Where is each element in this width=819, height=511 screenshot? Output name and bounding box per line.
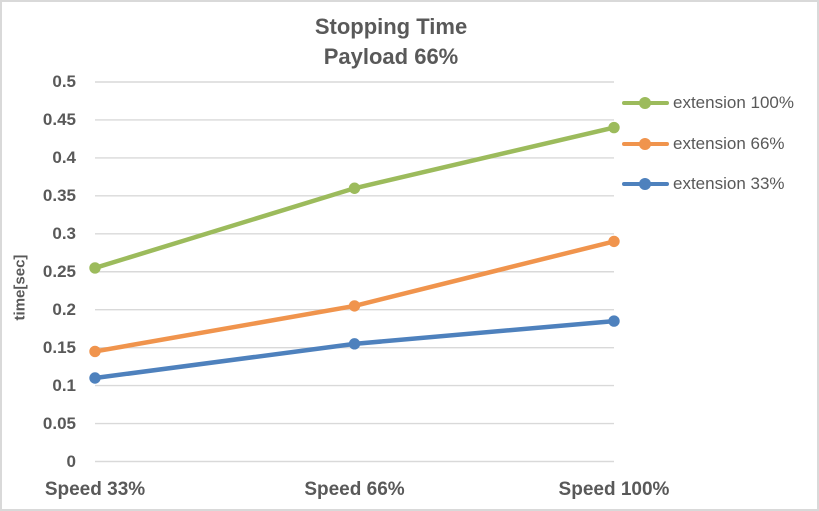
legend-dot-icon: [639, 178, 651, 190]
legend-label: extension 66%: [673, 133, 785, 153]
data-point-marker: [348, 182, 361, 194]
chart-title-line1: Stopping Time: [314, 14, 468, 39]
y-tick-label: 0.45: [42, 109, 76, 129]
y-tick-label: 0.15: [42, 337, 76, 357]
legend-series-marker-icon: [622, 97, 669, 109]
series-line: [92, 125, 617, 271]
data-point-marker: [348, 338, 361, 350]
y-tick-label: 0.4: [52, 147, 76, 167]
data-point-marker: [89, 262, 101, 274]
y-tick-label: 0.2: [52, 299, 76, 319]
y-tick-label: 0.05: [42, 413, 76, 433]
legend-dot-icon: [639, 97, 651, 109]
legend-item: extension 100%: [622, 91, 794, 115]
legend-dot-icon: [639, 137, 651, 150]
chart-title: Stopping Time Payload 66%: [2, 12, 780, 72]
y-tick-label: 0.25: [42, 261, 76, 281]
y-axis-title: time[sec]: [11, 254, 29, 321]
legend-label: extension 33%: [673, 174, 785, 193]
data-point-marker: [608, 121, 620, 134]
legend-label: extension 100%: [673, 93, 794, 112]
series-line: [92, 239, 617, 354]
data-point-marker: [608, 315, 620, 327]
x-category-label: Speed 100%: [558, 479, 670, 500]
legend-item: extension 66%: [622, 132, 785, 156]
y-tick-label: 0.3: [52, 223, 76, 243]
x-category-label: Speed 33%: [44, 479, 146, 500]
data-point-marker: [89, 345, 101, 358]
y-tick-label: 0: [66, 451, 76, 471]
y-tick-label: 0.35: [42, 185, 76, 205]
y-tick-label: 0.1: [52, 375, 76, 395]
data-point-marker: [348, 300, 361, 312]
y-tick-label: 0.5: [52, 72, 76, 91]
data-point-marker: [608, 235, 620, 248]
legend-series-marker-icon: [622, 178, 669, 190]
legend-series-marker-icon: [622, 137, 669, 150]
legend-item: extension 33%: [622, 172, 785, 196]
data-point-marker: [89, 372, 101, 384]
x-category-label: Speed 66%: [304, 479, 405, 500]
chart-title-line2: Payload 66%: [323, 44, 459, 69]
